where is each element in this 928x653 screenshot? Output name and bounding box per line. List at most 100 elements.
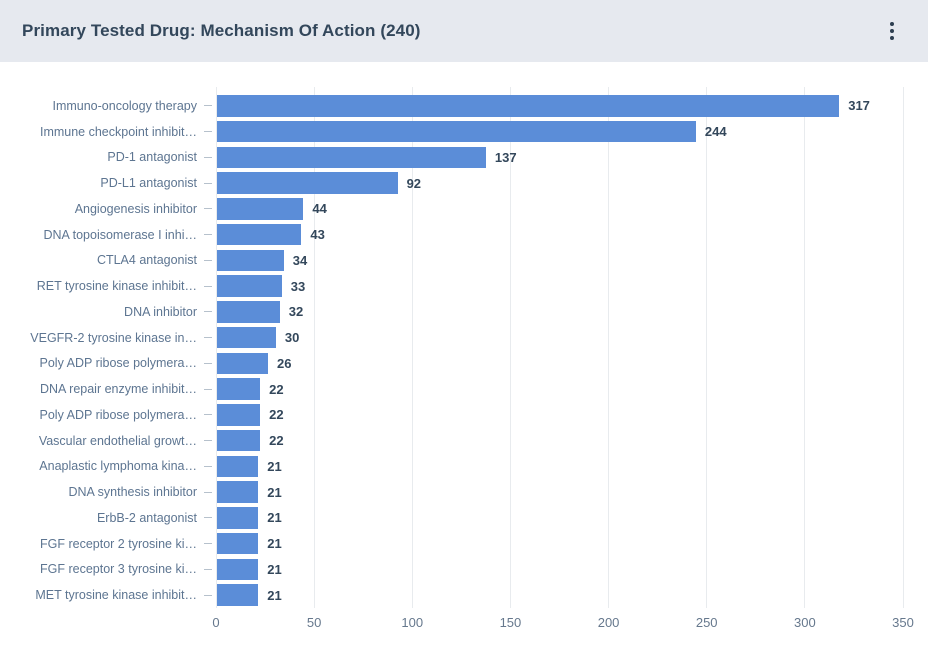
bar[interactable] xyxy=(217,326,276,349)
category-tick xyxy=(204,414,212,416)
category-label: MET tyrosine kinase inhibit… xyxy=(35,588,197,603)
category-tick xyxy=(204,440,212,442)
bar[interactable] xyxy=(217,172,398,194)
gridline xyxy=(804,87,806,608)
bar[interactable] xyxy=(217,507,259,529)
bar-value-label: 32 xyxy=(288,304,304,320)
kebab-dot xyxy=(890,36,894,40)
bar-value-label: 21 xyxy=(267,510,282,526)
category-label: DNA inhibitor xyxy=(124,304,197,319)
bar-value-label: 26 xyxy=(277,355,292,371)
bar[interactable] xyxy=(217,532,259,555)
category-tick xyxy=(204,234,212,236)
kebab-dot xyxy=(890,22,894,26)
widget-title: Primary Tested Drug: Mechanism Of Action… xyxy=(22,21,421,40)
bar-value-label: 137 xyxy=(494,149,517,165)
bar-value-label: 244 xyxy=(704,124,727,140)
bar[interactable] xyxy=(217,301,280,323)
bar[interactable] xyxy=(217,481,259,503)
bar[interactable] xyxy=(217,455,259,478)
bar-value-label: 21 xyxy=(267,587,282,603)
category-tick xyxy=(204,259,212,261)
bar[interactable] xyxy=(217,352,269,375)
bar-value-label: 30 xyxy=(284,330,300,346)
category-label: Anaplastic lymphoma kina… xyxy=(39,459,197,474)
x-axis-tick-label: 0 xyxy=(212,615,220,630)
category-tick xyxy=(204,285,212,287)
x-axis-tick-label: 250 xyxy=(695,615,718,630)
bar[interactable] xyxy=(217,120,696,143)
bar[interactable] xyxy=(217,429,261,452)
category-tick xyxy=(204,594,212,596)
category-label: PD-L1 antagonist xyxy=(100,176,197,191)
bar-value-label: 21 xyxy=(267,536,282,552)
category-tick xyxy=(204,568,212,570)
category-tick xyxy=(204,105,212,107)
category-label: DNA topoisomerase I inhi… xyxy=(43,227,197,242)
bar-value-label: 43 xyxy=(310,227,325,243)
bar[interactable] xyxy=(217,146,486,169)
category-label: Immune checkpoint inhibit… xyxy=(39,124,197,139)
category-tick xyxy=(204,337,212,339)
bar-value-label: 21 xyxy=(267,484,282,500)
category-tick xyxy=(204,311,212,313)
gridline xyxy=(509,87,511,608)
x-axis-tick-label: 350 xyxy=(892,615,914,630)
gridline xyxy=(706,87,708,608)
gridline xyxy=(608,87,610,608)
bar[interactable] xyxy=(217,198,304,220)
category-label: DNA repair enzyme inhibit… xyxy=(39,382,197,397)
category-label: Poly ADP ribose polymera… xyxy=(39,407,197,422)
bar-value-label: 34 xyxy=(292,252,308,268)
category-tick xyxy=(204,465,212,467)
category-label: PD-1 antagonist xyxy=(107,150,197,165)
x-axis-tick-label: 200 xyxy=(597,615,620,630)
category-tick xyxy=(204,156,212,158)
bar-value-label: 21 xyxy=(267,458,282,474)
x-axis-tick-label: 100 xyxy=(401,615,424,630)
gridline xyxy=(313,87,315,608)
category-label: RET tyrosine kinase inhibit… xyxy=(36,279,197,294)
category-tick xyxy=(204,182,212,184)
category-tick xyxy=(204,131,212,133)
bar[interactable] xyxy=(217,404,261,426)
category-label: VEGFR-2 tyrosine kinase in… xyxy=(30,330,197,345)
bar[interactable] xyxy=(217,378,261,400)
gridline xyxy=(411,87,413,608)
bar-value-label: 22 xyxy=(269,381,284,397)
category-label: Vascular endothelial growt… xyxy=(38,433,197,448)
category-tick xyxy=(204,388,212,390)
gridline xyxy=(215,87,217,608)
bar-value-label: 22 xyxy=(269,407,284,423)
bar[interactable] xyxy=(217,223,302,246)
category-label: DNA synthesis inhibitor xyxy=(68,485,197,500)
gridline xyxy=(902,87,904,608)
bar[interactable] xyxy=(217,249,284,272)
category-label: CTLA4 antagonist xyxy=(96,253,197,268)
bar[interactable] xyxy=(217,558,259,581)
bar-value-label: 44 xyxy=(312,201,327,217)
bar[interactable] xyxy=(217,584,259,606)
widget-header: Primary Tested Drug: Mechanism Of Action… xyxy=(0,0,928,62)
category-tick xyxy=(204,517,212,519)
x-axis-tick-label: 50 xyxy=(306,615,322,630)
bar[interactable] xyxy=(217,95,840,117)
bar[interactable] xyxy=(217,275,282,297)
category-tick xyxy=(204,362,212,364)
category-label: FGF receptor 2 tyrosine ki… xyxy=(40,536,197,551)
category-label: Poly ADP ribose polymera… xyxy=(39,356,197,371)
x-axis-tick-label: 300 xyxy=(793,615,816,630)
x-axis-tick-label: 150 xyxy=(499,615,522,630)
bar-value-label: 21 xyxy=(267,561,282,577)
bar-value-label: 22 xyxy=(269,433,284,449)
category-label: FGF receptor 3 tyrosine ki… xyxy=(40,562,197,577)
bar-value-label: 33 xyxy=(290,278,306,294)
horizontal-bar-chart: 0 50 100 150 200 250 300 350 Immuno-oncology the… xyxy=(0,62,928,653)
kebab-menu-icon[interactable] xyxy=(878,15,906,47)
category-tick xyxy=(204,491,212,493)
bar-value-label: 317 xyxy=(848,98,870,114)
category-label: Immuno-oncology therapy xyxy=(52,98,197,113)
category-tick xyxy=(204,208,212,210)
category-label: Angiogenesis inhibitor xyxy=(74,201,197,216)
